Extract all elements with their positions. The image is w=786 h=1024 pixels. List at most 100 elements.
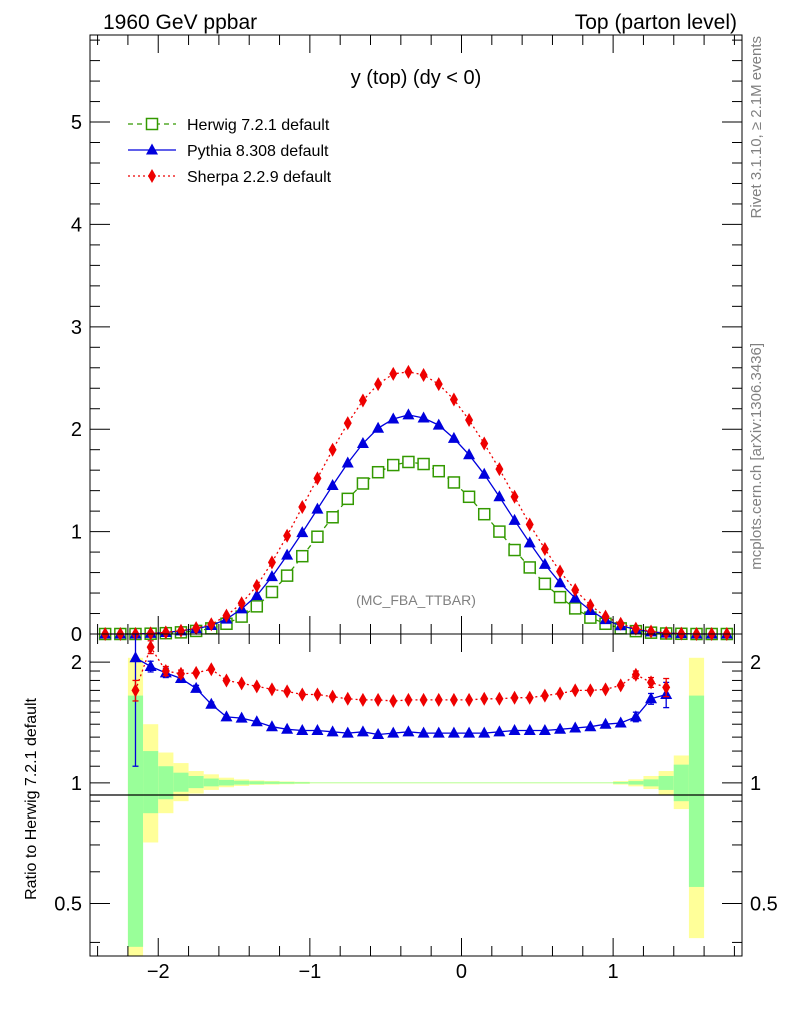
ratio-point-0-34 [645,692,658,704]
data-point-1-21 [417,411,430,423]
data-point-0-27 [508,543,521,557]
data-point-2-31 [571,582,580,597]
ratio-point-0-5 [205,697,218,709]
data-point-0-17 [356,477,370,490]
data-point-0-18 [371,465,385,479]
ratio-point-0-31 [599,717,612,729]
ratio-point-0-32 [614,716,627,728]
data-point-2-37 [662,625,671,640]
data-point-2-35 [631,621,640,636]
data-point-0-24 [462,490,476,504]
data-point-2-3 [146,626,155,641]
data-point-1-25 [478,467,491,479]
data-point-1-29 [538,557,551,569]
ratio-point-0-14 [341,726,354,738]
data-point-2-25 [480,436,489,451]
data-point-2-15 [328,442,337,457]
ratio-point-0-18 [402,725,415,737]
ratio-point-0-7 [235,711,248,723]
legend-marker-0 [145,117,159,131]
ratio-point-0-9 [265,720,278,732]
ratio-point-0-25 [508,724,521,736]
ratio-point-0-0 [129,651,142,663]
band-inner-7 [234,780,250,785]
ratio-point-1-27 [540,688,549,703]
data-point-2-9 [237,596,246,611]
band-inner-2 [158,766,174,800]
ratio-point-1-0 [131,683,140,698]
header-left: 1960 GeV ppbar [103,11,257,34]
ratio-point-1-33 [631,667,640,682]
ratio-ylabel: Ratio to Herwig 7.2.1 default [23,697,40,899]
ratio-point-1-21 [449,692,458,707]
ratio-point-1-3 [176,666,185,681]
data-point-2-21 [419,367,428,382]
ratio-point-1-2 [161,664,170,679]
y-tick-label-4: 4 [71,214,82,236]
ratio-line-1 [134,645,667,702]
band-inner-14 [628,781,644,785]
data-point-0-26 [493,525,506,538]
ratio-point-1-31 [601,682,610,697]
data-point-2-13 [298,500,307,515]
ratio-point-0-16 [372,727,385,739]
data-point-1-15 [326,479,339,491]
data-point-2-26 [495,462,504,477]
data-point-1-14 [311,502,324,514]
data-point-0-11 [265,585,279,599]
ratio-point-1-24 [495,691,504,706]
data-point-0-25 [477,507,491,521]
ratio-point-0-11 [296,724,309,736]
ratio-point-0-20 [432,726,445,738]
data-point-0-12 [280,569,294,582]
data-point-1-31 [569,591,582,603]
data-point-2-22 [434,377,443,392]
main-title: y (top) (dy < 0) [351,67,482,89]
legend-label-1: Pythia 8.308 default [187,143,329,160]
ratio-point-1-23 [480,691,489,706]
data-point-1-11 [265,570,278,582]
ratio-y-tick-label-left-0: 0.5 [54,894,82,916]
x-tick-label-3: 1 [608,961,619,983]
data-point-2-32 [586,598,595,613]
ratio-point-0-24 [493,725,506,737]
ratio-point-1-10 [283,684,292,699]
source-label: mcplots.cern.ch [arXiv:1306.3436] [748,343,765,570]
data-point-2-34 [616,616,625,631]
ratio-y-tick-label-left-2: 2 [71,652,82,674]
data-point-2-19 [389,366,398,381]
ratio-point-1-13 [328,689,337,704]
ratio-point-1-8 [252,679,261,694]
data-point-1-12 [281,548,294,560]
ratio-point-0-15 [356,725,369,737]
ratio-y-tick-label-left-1: 1 [71,773,82,795]
ratio-point-0-13 [326,725,339,737]
ratio-point-0-1 [144,659,157,671]
ratio-point-0-19 [417,726,430,738]
x-tick-label-1: −1 [298,961,321,983]
ratio-point-1-20 [434,692,443,707]
band-inner-4 [188,775,204,789]
ratio-point-1-28 [556,686,565,701]
data-point-2-8 [222,608,231,623]
data-point-1-13 [296,526,309,538]
data-point-1-28 [523,536,536,548]
ratio-uncertainty-bands [127,657,705,956]
band-inner-8 [249,781,265,785]
data-point-0-22 [432,464,445,478]
ratio-point-0-26 [523,724,536,736]
x-tick-label-0: −2 [147,961,170,983]
ratio-point-1-16 [374,692,383,707]
ratio-point-1-4 [192,665,201,680]
data-point-2-7 [207,617,216,632]
data-point-0-29 [538,577,552,591]
data-point-1-23 [447,431,460,443]
data-point-2-6 [192,621,201,636]
data-point-1-10 [250,589,263,601]
y-tick-label-0: 0 [71,624,82,646]
ratio-point-1-17 [389,693,398,708]
data-point-2-4 [161,625,170,640]
data-point-0-23 [447,476,461,489]
band-inner-0 [127,695,144,947]
ratio-point-1-34 [647,675,656,690]
